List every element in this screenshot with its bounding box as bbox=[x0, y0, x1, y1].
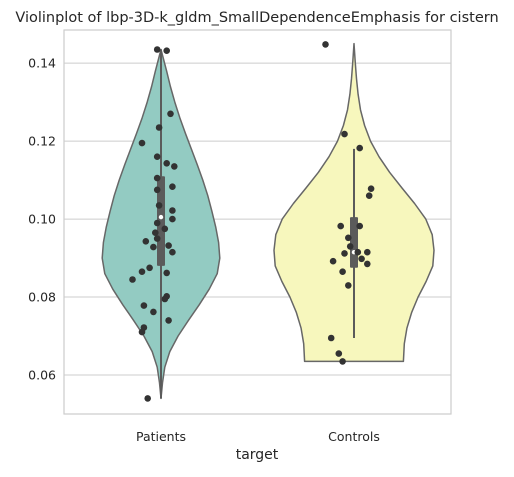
data-point bbox=[163, 47, 170, 54]
data-point bbox=[329, 257, 337, 265]
y-tick-label: 0.14 bbox=[28, 56, 56, 71]
y-tick-label: 0.06 bbox=[28, 368, 56, 383]
data-point bbox=[138, 139, 146, 147]
data-point bbox=[129, 276, 136, 283]
data-point bbox=[153, 174, 161, 182]
data-point bbox=[150, 308, 157, 316]
y-tick-label: 0.12 bbox=[28, 134, 56, 149]
x-axis-label: target bbox=[236, 447, 279, 463]
data-point bbox=[169, 207, 176, 214]
data-point bbox=[335, 350, 343, 357]
data-point bbox=[171, 163, 178, 170]
data-point bbox=[367, 185, 375, 192]
iqr-box-controls bbox=[350, 217, 358, 268]
data-point bbox=[364, 260, 371, 268]
data-point bbox=[144, 395, 151, 402]
data-point bbox=[163, 269, 170, 277]
x-tick-label: Patients bbox=[136, 429, 186, 444]
data-point bbox=[153, 46, 161, 53]
data-point bbox=[150, 243, 157, 251]
data-point bbox=[169, 183, 176, 190]
data-point bbox=[345, 234, 352, 242]
data-point bbox=[358, 255, 365, 263]
median-marker-patients bbox=[158, 214, 164, 220]
data-point bbox=[153, 219, 161, 227]
data-point bbox=[356, 222, 364, 230]
data-point bbox=[155, 202, 163, 209]
data-points bbox=[129, 41, 375, 402]
plot-border bbox=[63, 29, 452, 415]
violins bbox=[101, 42, 435, 400]
data-point bbox=[165, 242, 172, 249]
y-tick-label: 0.10 bbox=[28, 212, 56, 227]
data-point bbox=[341, 250, 348, 257]
chart-title: Violinplot of lbp-3D-k_gldm_SmallDepende… bbox=[15, 10, 498, 26]
data-point bbox=[138, 268, 146, 276]
plot-frame bbox=[63, 29, 452, 415]
data-point bbox=[339, 268, 346, 276]
data-point bbox=[346, 243, 354, 250]
data-point bbox=[165, 317, 172, 324]
data-point bbox=[161, 295, 169, 303]
data-point bbox=[364, 248, 371, 256]
data-point bbox=[152, 229, 159, 236]
data-point bbox=[169, 215, 176, 223]
data-point bbox=[341, 130, 348, 138]
data-point bbox=[140, 302, 148, 309]
data-point bbox=[155, 124, 163, 131]
data-point bbox=[163, 160, 170, 167]
inner-boxplots bbox=[157, 49, 358, 399]
labels: Violinplot of lbp-3D-k_gldm_SmallDepende… bbox=[15, 10, 498, 463]
data-point bbox=[167, 110, 174, 118]
y-tick-label: 0.08 bbox=[28, 290, 56, 305]
data-point bbox=[322, 41, 329, 48]
data-point bbox=[356, 144, 364, 152]
data-point bbox=[142, 238, 150, 245]
data-point bbox=[327, 334, 335, 342]
data-point bbox=[146, 264, 153, 272]
data-point bbox=[138, 328, 146, 336]
data-point bbox=[153, 235, 161, 242]
data-point bbox=[339, 358, 346, 365]
data-point bbox=[337, 222, 345, 230]
data-point bbox=[161, 225, 169, 233]
data-point bbox=[354, 248, 362, 256]
x-tick-label: Controls bbox=[328, 429, 380, 444]
data-point bbox=[153, 186, 161, 194]
data-point bbox=[345, 282, 352, 289]
iqr-box-patients bbox=[157, 176, 165, 266]
data-point bbox=[169, 248, 176, 256]
data-point bbox=[365, 192, 373, 199]
data-point bbox=[153, 153, 161, 160]
